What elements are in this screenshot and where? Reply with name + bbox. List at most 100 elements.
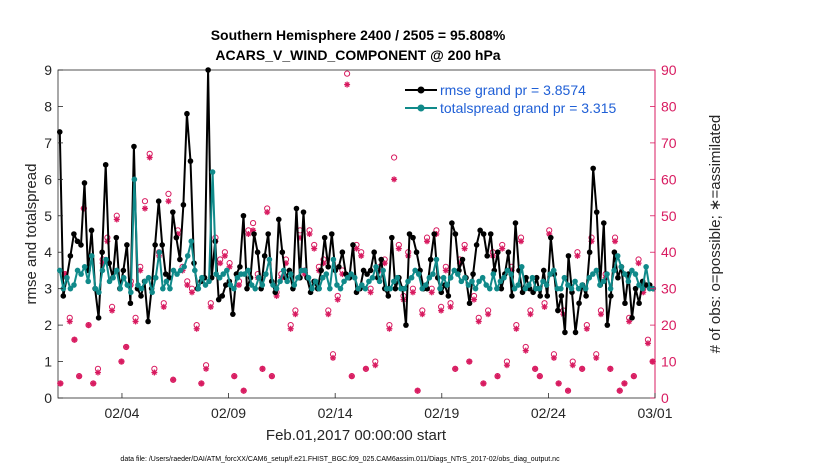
series-point-totalspread [412, 267, 418, 274]
y-tick-label-right: 90 [661, 62, 677, 78]
series-point-rmse [265, 231, 271, 237]
series-point-totalspread [202, 282, 209, 288]
y-tick-label-left: 5 [44, 208, 52, 224]
x-tick-label: 03/01 [637, 405, 672, 421]
series-point-totalspread [621, 271, 628, 277]
obs-assimilated-point [348, 373, 355, 380]
series-point-totalspread [508, 271, 514, 277]
series-point-totalspread [174, 271, 180, 277]
obs-assimilated-point [485, 311, 492, 318]
series-point-totalspread [486, 285, 493, 292]
series-point-rmse [389, 234, 395, 241]
series-point-totalspread [149, 289, 155, 296]
series-point-totalspread [639, 285, 646, 292]
series-point-totalspread [476, 278, 482, 285]
y-tick-label-right: 60 [661, 171, 677, 187]
series-point-totalspread [295, 274, 301, 281]
series-point-rmse [572, 329, 579, 336]
series-point-totalspread [582, 285, 589, 292]
series-point-totalspread [284, 278, 291, 285]
series-point-totalspread [415, 271, 422, 277]
series-point-totalspread [78, 271, 84, 277]
x-tick-label: 02/04 [104, 405, 139, 421]
series-point-totalspread [504, 267, 511, 274]
series-point-totalspread [138, 285, 145, 292]
series-point-totalspread [145, 274, 152, 281]
series-point-totalspread [152, 274, 159, 281]
series-point-totalspread [302, 267, 308, 274]
series-point-rmse [604, 322, 611, 328]
obs-assimilated-point [513, 325, 520, 332]
chart-title-line2: ACARS_V_WIND_COMPONENT @ 200 hPa [215, 47, 500, 63]
series-point-rmse [170, 209, 176, 215]
series-point-rmse [611, 249, 618, 256]
series-point-totalspread [227, 282, 234, 288]
series-point-totalspread [550, 267, 557, 274]
series-point-totalspread [99, 267, 106, 274]
series-point-totalspread [518, 264, 525, 270]
series-point-totalspread [572, 278, 578, 285]
series-point-totalspread [536, 285, 543, 292]
obs-assimilated-point [428, 289, 435, 296]
y-tick-label-right: 20 [661, 317, 677, 333]
obs-assimilated-point [616, 387, 623, 394]
obs-assimilated-point [499, 245, 506, 252]
series-point-totalspread [209, 169, 216, 175]
series-point-totalspread [394, 274, 401, 281]
series-point-totalspread [643, 264, 649, 270]
series-point-totalspread [277, 278, 283, 285]
obs-assimilated-point [630, 373, 637, 380]
series-point-totalspread [629, 267, 635, 274]
series-point-rmse [562, 329, 568, 336]
series-point-rmse [56, 129, 63, 135]
series-point-rmse [71, 231, 77, 237]
obs-assimilated-point [372, 362, 379, 369]
series-point-rmse [187, 158, 194, 164]
series-point-rmse [413, 249, 420, 256]
series-point-totalspread [348, 271, 354, 277]
y-tick-label-left: 1 [44, 354, 52, 370]
series-point-totalspread [593, 267, 600, 274]
series-point-rmse [512, 220, 519, 226]
series-point-rmse [318, 267, 324, 274]
obs-assimilated-point [579, 365, 586, 372]
series-line-totalspread [58, 171, 654, 294]
series-point-rmse [219, 293, 226, 299]
series-point-totalspread [490, 271, 497, 277]
series-point-rmse [629, 315, 635, 321]
obs-assimilated-point [264, 209, 271, 216]
series-point-totalspread [316, 285, 322, 292]
series-point-rmse [152, 242, 158, 248]
series-point-totalspread [167, 285, 173, 292]
series-point-totalspread [305, 274, 312, 281]
series-point-rmse [99, 249, 105, 256]
series-point-totalspread [216, 274, 223, 281]
series-point-rmse [600, 220, 607, 226]
series-point-totalspread [405, 278, 411, 285]
series-point-rmse [230, 311, 236, 317]
obs-assimilated-point [231, 373, 238, 380]
legend: rmse grand pr = 3.8574 totalspread grand… [405, 82, 617, 116]
series-point-totalspread [248, 282, 255, 288]
obs-assimilated-point [221, 252, 228, 259]
series-point-rmse [102, 161, 109, 168]
series-point-totalspread [184, 253, 191, 259]
obs-assimilated-point [245, 231, 252, 237]
series-point-rmse [300, 209, 307, 215]
series-point-totalspread [604, 271, 610, 277]
series-point-rmse [350, 242, 356, 248]
obs-assimilated-point [141, 205, 148, 212]
series-point-totalspread [359, 282, 365, 288]
series-point-totalspread [561, 274, 568, 281]
obs-assimilated-point [76, 373, 83, 380]
obs-assimilated-point [109, 307, 116, 314]
series-point-rmse [336, 264, 342, 270]
obs-assimilated-point [565, 387, 572, 394]
y-axis-label-left: rmse and totalspread [23, 164, 40, 305]
obs-assimilated-point [442, 267, 449, 274]
series-point-totalspread [188, 238, 195, 245]
series-point-totalspread [366, 278, 372, 285]
series-point-rmse [498, 285, 505, 292]
series-point-totalspread [380, 267, 386, 274]
series-point-rmse [88, 227, 95, 234]
